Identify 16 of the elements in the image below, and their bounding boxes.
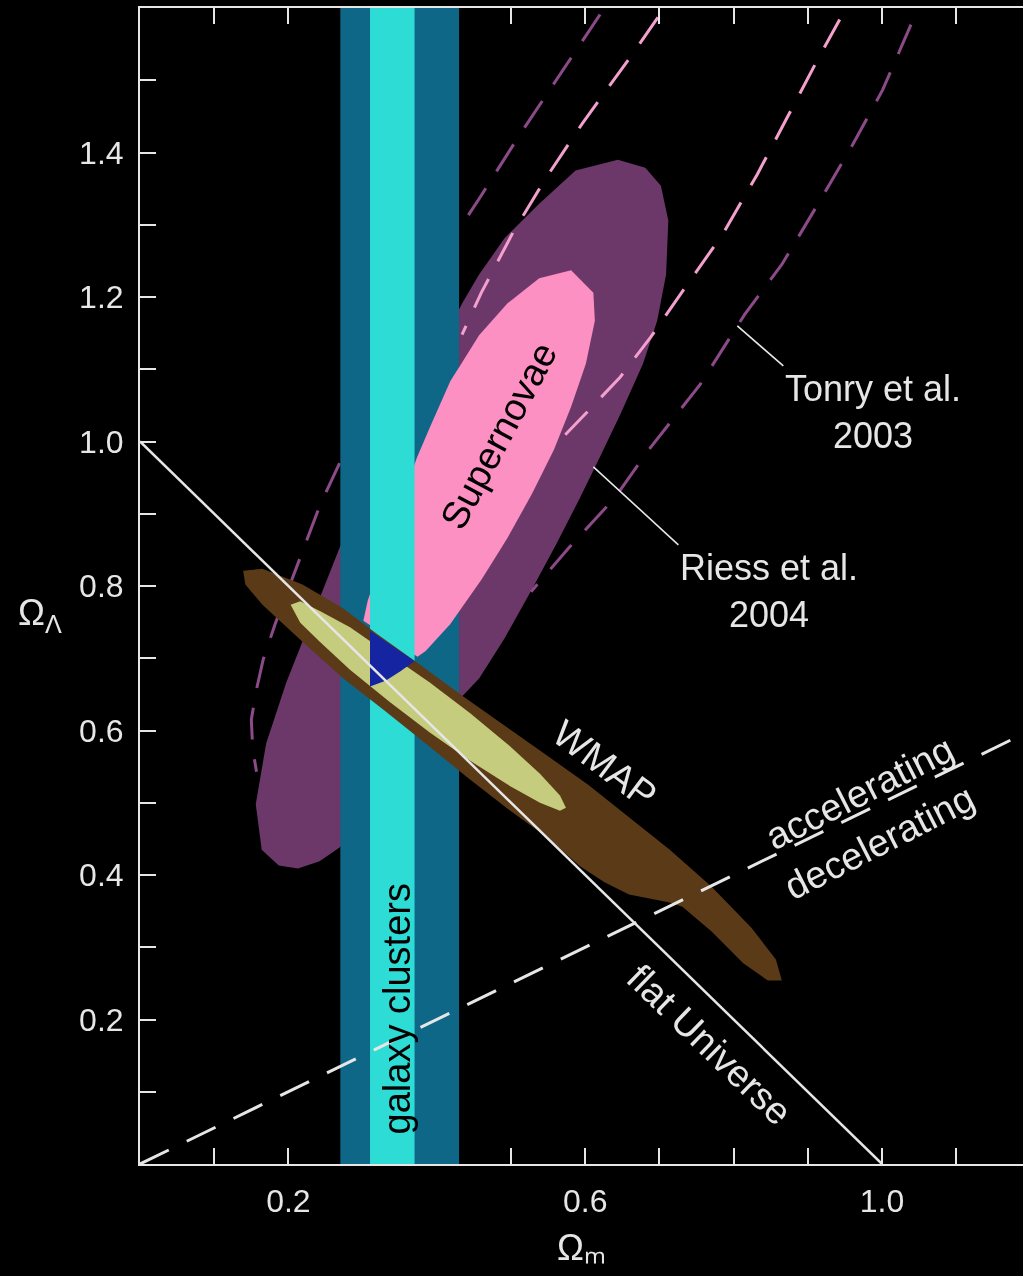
annotation: Tonry et al. 2003 bbox=[785, 368, 962, 456]
y-axis-title: Ω$_{Λ}$ bbox=[18, 592, 62, 638]
annotation: galaxy clusters bbox=[376, 883, 419, 1135]
y-tick-label: 1.0 bbox=[79, 423, 124, 460]
line-series bbox=[460, 15, 660, 337]
y-tick-label: 0.6 bbox=[79, 712, 124, 749]
x-tick-label: 0.6 bbox=[562, 1183, 608, 1220]
x-tick-label: 1.0 bbox=[859, 1183, 905, 1220]
annotation: Riess et al. 2004 bbox=[680, 547, 859, 635]
x-axis-title: Ωₘ bbox=[557, 1226, 606, 1268]
y-tick-label: 0.8 bbox=[79, 568, 124, 605]
y-tick-label: 0.4 bbox=[79, 857, 124, 894]
x-tick-label: 0.2 bbox=[266, 1183, 311, 1220]
y-tick-label: 1.2 bbox=[79, 279, 124, 316]
y-tick-label: 1.4 bbox=[79, 134, 124, 171]
y-tick-label: 0.2 bbox=[79, 1001, 124, 1038]
